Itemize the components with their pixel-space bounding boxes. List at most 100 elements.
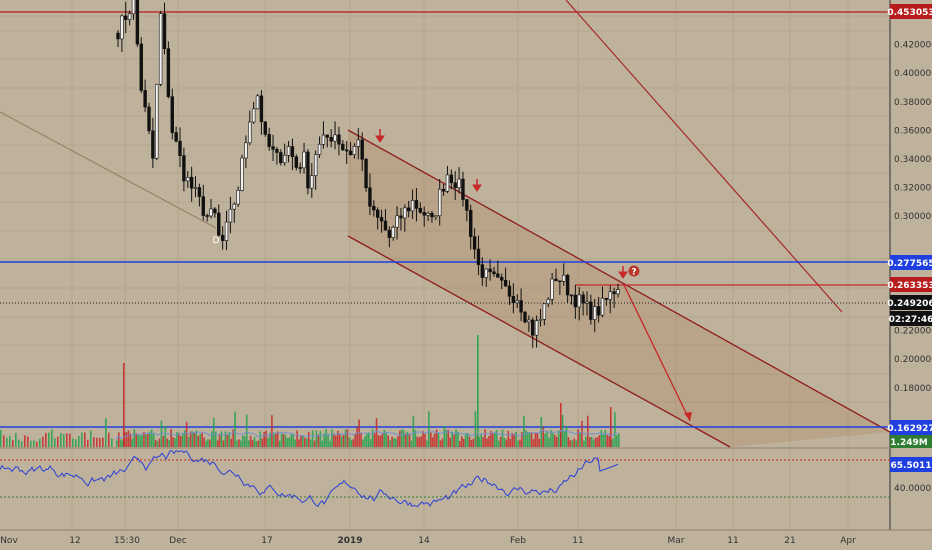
candle[interactable] [325,134,330,138]
candle[interactable] [418,207,423,213]
candle[interactable] [593,306,597,320]
candle[interactable] [585,301,589,304]
candle[interactable] [271,146,275,150]
candle[interactable] [430,212,434,218]
candle[interactable] [251,108,256,123]
candle[interactable] [457,178,461,188]
candle[interactable] [333,134,337,142]
candle[interactable] [302,151,306,169]
candles[interactable] [116,0,620,348]
candle[interactable] [550,278,554,300]
time-axis[interactable]: Nov 12 15:30 Dec 17 2019 14 Feb 11 Mar 11 21 Apr [0,536,856,546]
candle[interactable] [406,207,411,212]
candle[interactable] [581,294,585,304]
candle[interactable] [197,187,202,197]
candle[interactable] [453,182,457,188]
candle[interactable] [244,142,248,159]
candle[interactable] [445,174,450,192]
candle[interactable] [189,176,194,189]
candle[interactable] [193,187,198,189]
candle[interactable] [186,176,190,182]
candle[interactable] [174,132,178,142]
candle[interactable] [329,136,333,142]
candle[interactable] [360,139,364,160]
candle[interactable] [182,155,186,182]
candle[interactable] [352,146,357,156]
candle[interactable] [313,154,318,176]
candle[interactable] [600,297,605,316]
candle[interactable] [546,299,550,305]
candle[interactable] [496,273,500,278]
candle[interactable] [162,13,167,49]
candle[interactable] [259,95,264,123]
candle[interactable] [209,208,213,217]
candle[interactable] [375,209,380,218]
candle[interactable] [488,268,492,273]
candle[interactable] [616,289,620,295]
candle[interactable] [604,297,609,300]
candle[interactable] [368,187,372,207]
candle[interactable] [534,320,539,336]
candle[interactable] [480,264,485,278]
candle[interactable] [410,200,415,212]
candle[interactable] [565,274,570,296]
candle[interactable] [158,13,163,85]
candle[interactable] [282,154,287,164]
candle[interactable] [344,149,349,152]
candle[interactable] [120,15,124,40]
candle[interactable] [465,199,469,211]
candle[interactable] [321,134,326,145]
candle[interactable] [395,215,399,228]
candle[interactable] [387,229,392,238]
candle[interactable] [554,278,558,282]
candle[interactable] [255,95,260,110]
candle[interactable] [317,143,322,155]
candle[interactable] [403,207,407,219]
candle[interactable] [178,140,182,156]
candle[interactable] [151,130,155,159]
candle[interactable] [573,294,578,308]
candle[interactable] [337,134,341,145]
candle[interactable] [306,151,310,189]
candle[interactable] [224,221,229,241]
candle[interactable] [356,139,361,147]
candle[interactable] [542,303,547,320]
candle[interactable] [558,280,562,283]
candle[interactable] [472,236,477,250]
candle[interactable] [341,143,345,151]
candle[interactable] [201,196,205,216]
candle[interactable] [217,212,221,236]
candle[interactable] [503,279,508,287]
candle[interactable] [279,152,283,164]
candle[interactable] [263,121,267,135]
candle[interactable] [476,248,481,265]
candle[interactable] [275,149,279,153]
candle[interactable] [511,296,516,304]
candle[interactable] [577,294,581,308]
candle[interactable] [538,319,543,322]
candle[interactable] [139,43,143,91]
candle[interactable] [155,84,159,159]
candle[interactable] [127,13,132,20]
candle[interactable] [236,190,240,205]
candle[interactable] [461,178,465,200]
candle[interactable] [232,203,236,210]
candle[interactable] [286,146,291,156]
candle[interactable] [294,156,298,168]
candle[interactable] [589,301,593,320]
candle[interactable] [228,208,233,223]
candle[interactable] [147,106,151,132]
candle[interactable] [348,150,353,156]
candle[interactable] [469,210,473,237]
candle[interactable] [383,220,388,231]
candle[interactable] [531,319,535,336]
candle[interactable] [519,300,523,313]
candle[interactable] [372,205,376,211]
candle[interactable] [170,96,174,133]
candle[interactable] [267,134,271,147]
candle[interactable] [310,175,314,189]
candle[interactable] [220,234,225,241]
candle[interactable] [379,217,384,222]
candle[interactable] [364,158,368,189]
